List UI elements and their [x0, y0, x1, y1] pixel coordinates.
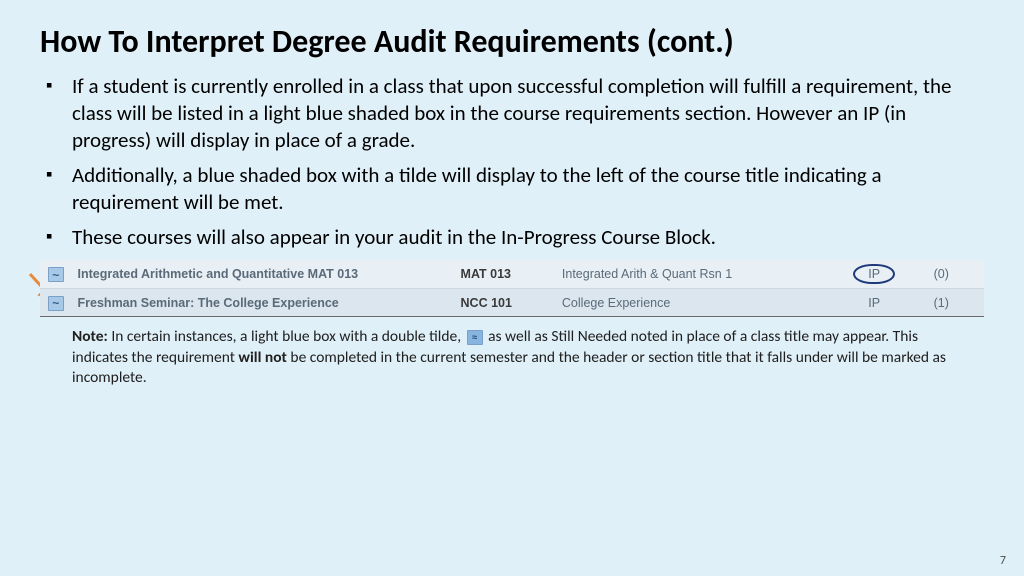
course-table: ~ Integrated Arithmetic and Quantitative… — [40, 260, 984, 317]
course-code: NCC 101 — [455, 289, 556, 317]
page-title: How To Interpret Degree Audit Requiremen… — [40, 24, 984, 59]
row-icon-cell: ~ — [40, 289, 72, 317]
slide: How To Interpret Degree Audit Requiremen… — [0, 0, 1024, 576]
note-part1: In certain instances, a light blue box w… — [108, 327, 465, 346]
tilde-icon: ~ — [48, 267, 64, 282]
tilde-icon: ~ — [48, 296, 64, 311]
course-title: Freshman Seminar: The College Experience — [72, 289, 455, 317]
course-title: Integrated Arithmetic and Quantitative M… — [72, 260, 455, 289]
bullet-item: Additionally, a blue shaded box with a t… — [46, 162, 984, 216]
table-row: ~ Freshman Seminar: The College Experien… — [40, 289, 984, 317]
bullet-list: If a student is currently enrolled in a … — [40, 73, 984, 250]
note-text: Note: In certain instances, a light blue… — [40, 327, 984, 388]
row-icon-cell: ~ — [40, 260, 72, 289]
note-label: Note: — [72, 327, 108, 346]
course-desc: Integrated Arith & Quant Rsn 1 — [556, 260, 821, 289]
double-tilde-icon: ≈ — [467, 330, 483, 345]
course-credits: (0) — [928, 260, 984, 289]
page-number: 7 — [1000, 554, 1006, 568]
bullet-item: If a student is currently enrolled in a … — [46, 73, 984, 154]
course-grade: IP — [821, 289, 928, 317]
course-code: MAT 013 — [455, 260, 556, 289]
table-row: ~ Integrated Arithmetic and Quantitative… — [40, 260, 984, 289]
bullet-item: These courses will also appear in your a… — [46, 224, 984, 251]
grade-circle: IP — [853, 264, 895, 284]
course-desc: College Experience — [556, 289, 821, 317]
note-bold: will not — [238, 348, 287, 367]
course-credits: (1) — [928, 289, 984, 317]
course-grade: IP — [821, 260, 928, 289]
